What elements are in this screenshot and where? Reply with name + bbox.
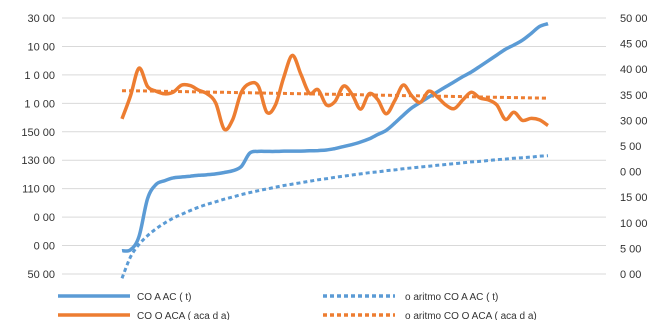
left-tick-label: 50 00 bbox=[27, 269, 55, 281]
left-tick-label: 30 00 bbox=[27, 13, 55, 25]
series-lines bbox=[120, 22, 549, 279]
series-line-0 bbox=[121, 22, 549, 253]
right-tick-label: 15 00 bbox=[620, 192, 648, 204]
right-tick-label: 0 00 bbox=[620, 167, 641, 179]
left-tick-label: 10 00 bbox=[27, 41, 55, 53]
right-tick-label: 35 00 bbox=[620, 90, 648, 102]
left-tick-label: 0 00 bbox=[34, 212, 55, 224]
left-axis-ticks: 50 00 0 00 0 00 110 00 130 00 150 00 1 0 00 1 0… bbox=[21, 13, 55, 281]
legend: CO A AC ( t) o aritmo CO A AC ( t) CO O AC… bbox=[58, 292, 537, 320]
right-tick-label: 45 00 bbox=[620, 39, 648, 51]
left-tick-label: 1 0 00 bbox=[24, 98, 55, 110]
left-tick-label: 1 0 00 bbox=[24, 70, 55, 82]
gridlines bbox=[62, 17, 606, 275]
right-axis-ticks: 0 00 5 00 10 00 15 00 0 00 5 00 30 00 35 00 40 0… bbox=[620, 13, 648, 281]
legend-label: CO A AC ( t) bbox=[137, 292, 191, 303]
left-tick-label: 150 00 bbox=[21, 127, 55, 139]
series-line-2 bbox=[120, 53, 549, 132]
legend-label: o aritmo CO A AC ( t) bbox=[405, 292, 498, 303]
right-tick-label: 40 00 bbox=[620, 64, 648, 76]
left-tick-label: 110 00 bbox=[22, 184, 55, 196]
right-tick-label: 0 00 bbox=[620, 269, 641, 281]
left-tick-label: 0 00 bbox=[34, 241, 55, 253]
legend-label: CO O ACA ( aca d a) bbox=[137, 311, 230, 320]
right-tick-label: 30 00 bbox=[620, 115, 648, 127]
left-tick-label: 130 00 bbox=[21, 155, 55, 167]
series-line-1 bbox=[120, 154, 549, 279]
right-tick-label: 5 00 bbox=[620, 141, 641, 153]
right-tick-label: 10 00 bbox=[620, 218, 648, 230]
series-line-3 bbox=[121, 89, 549, 100]
legend-label: o aritmo CO O ACA ( aca d a) bbox=[405, 311, 537, 320]
right-tick-label: 50 00 bbox=[620, 13, 648, 25]
right-tick-label: 5 00 bbox=[620, 243, 641, 255]
